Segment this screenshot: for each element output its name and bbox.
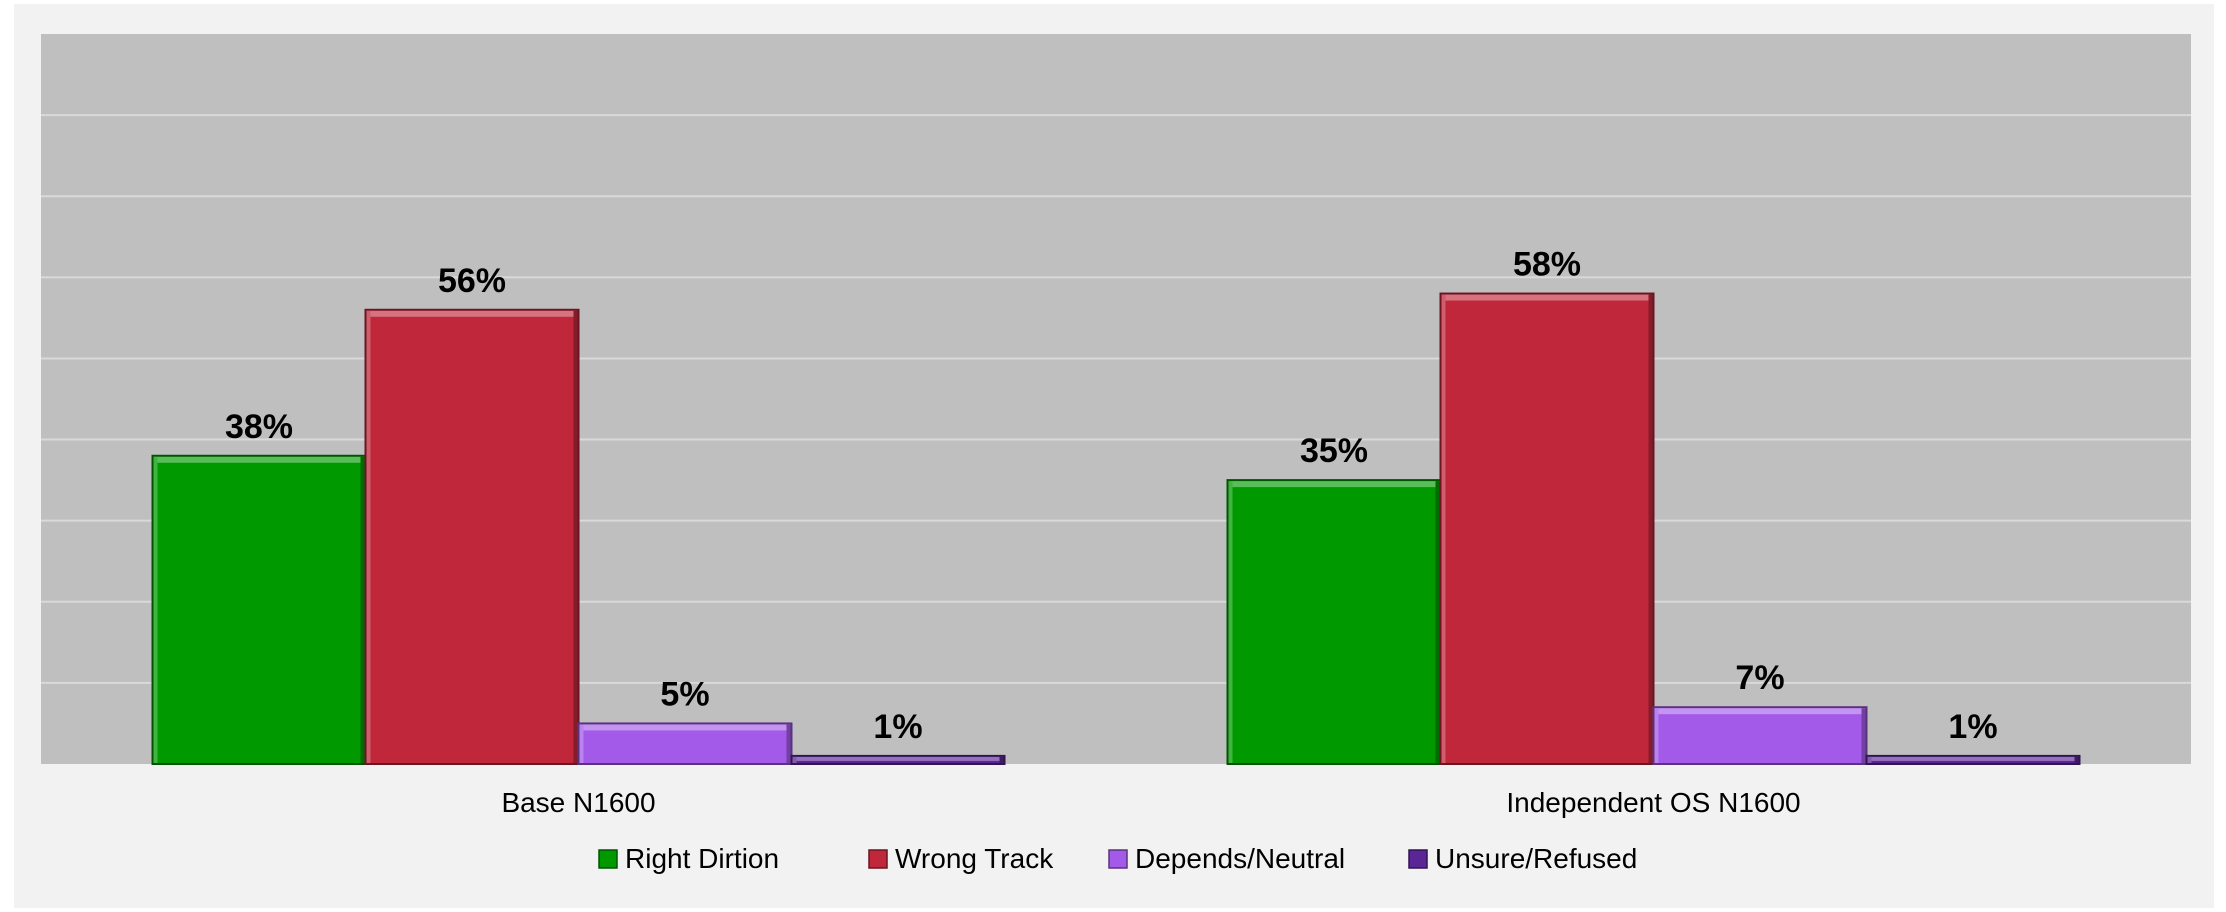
bar-bevel-left [579,724,584,763]
bar-bevel-top [1441,294,1653,301]
bar-fill [364,308,580,765]
legend-label: Unsure/Refused [1435,843,1637,874]
bar-chart: 38% 56% 5% 1% 35% 58% 7% 1% Base N1600 Independe… [41,34,2191,874]
bar-bevel-left [1228,481,1233,763]
data-label: 7% [1735,659,1784,697]
bar-bevel-top [579,724,791,731]
legend-item: Depends/Neutral [1108,843,1345,874]
bar-fill [1226,479,1442,765]
bar [577,722,793,766]
bar-bevel-top [1228,481,1440,488]
bar-bevel-right [573,310,578,763]
data-label: 38% [225,408,293,446]
bar-bevel-left [1441,294,1446,763]
legend-swatch [1108,849,1128,869]
data-labels: 38% 56% 5% 1% 35% 58% 7% 1% [225,246,1998,746]
data-label: 35% [1300,432,1368,470]
category-label: Independent OS N1600 [1506,787,1800,818]
legend-label: Wrong Track [895,843,1054,874]
bar-fill [1439,292,1655,765]
bar-bevel-left [1867,756,1872,763]
bar [1652,706,1868,766]
data-label: 56% [438,262,506,300]
bar-bevel-right [999,756,1004,763]
bar-bevel-right [360,456,365,763]
legend-label: Right Dirtion [625,843,779,874]
bar-bevel-right [1435,481,1440,763]
bar [151,454,367,765]
bar [1439,292,1655,765]
bar-bevel-top [153,456,365,463]
data-label: 1% [1948,708,1997,746]
bar-fill [1652,706,1868,766]
category-labels: Base N1600 Independent OS N1600 [501,787,1800,818]
bar-bevel-right [1861,708,1866,763]
bar [1865,754,2081,766]
legend-item: Unsure/Refused [1408,843,1637,874]
bar-bevel-left [153,456,158,763]
bar-bevel-left [792,756,797,763]
data-label: 58% [1513,246,1581,284]
legend: Right Dirtion Wrong Track Depends/Neutral U… [598,843,1637,874]
bar-bevel-right [786,724,791,763]
bars [151,292,2081,766]
chart-frame: 38% 56% 5% 1% 35% 58% 7% 1% Base N1600 Independe… [14,4,2214,908]
bar [1226,479,1442,765]
legend-swatch [868,849,888,869]
legend-swatch [1408,849,1428,869]
bar-bevel-top [1867,756,2079,761]
bar-fill [151,454,367,765]
category-label: Base N1600 [501,787,655,818]
bar-bevel-right [2074,756,2079,763]
legend-swatch [598,849,618,869]
legend-item: Right Dirtion [598,843,779,874]
bar-bevel-top [1654,708,1866,715]
bar [790,754,1006,766]
bar-bevel-top [792,756,1004,761]
bar-bevel-top [366,310,578,317]
data-label: 5% [660,675,709,713]
bar-bevel-right [1648,294,1653,763]
bar-bevel-left [1654,708,1659,763]
legend-label: Depends/Neutral [1135,843,1345,874]
data-label: 1% [873,708,922,746]
bar [364,308,580,765]
bar-bevel-left [366,310,371,763]
legend-item: Wrong Track [868,843,1054,874]
